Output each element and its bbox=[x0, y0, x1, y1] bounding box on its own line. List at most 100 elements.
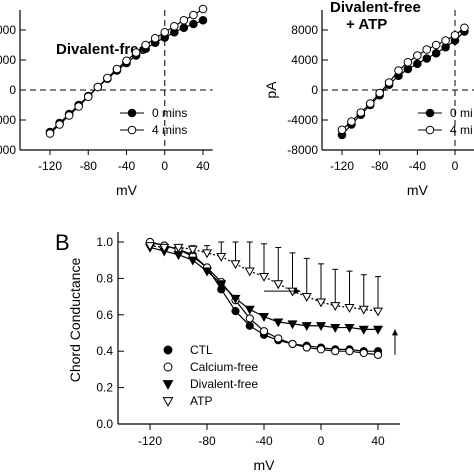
data-point-calcium-free bbox=[274, 334, 283, 343]
data-point-atp bbox=[330, 302, 341, 312]
y-tick-label: 0 bbox=[9, 83, 16, 97]
x-tick-label: -80 bbox=[371, 159, 389, 173]
data-point-divalent-free bbox=[216, 280, 227, 290]
data-point-4-mins bbox=[83, 92, 93, 102]
x-tick-label: -120 bbox=[38, 159, 62, 173]
data-point-0-mins bbox=[198, 15, 208, 25]
data-point-divalent-free bbox=[358, 325, 369, 335]
chart-title: Divalent-free bbox=[330, 0, 421, 16]
data-point-4-mins bbox=[179, 15, 189, 25]
x-tick-label: -120 bbox=[330, 159, 354, 173]
chart-panel-a-right: 8000 4000 0 -4000 -8000 -120 -80 -40 0 mV pA Divale… bbox=[263, 0, 474, 198]
x-tick-label: -80 bbox=[198, 434, 216, 448]
data-point-4-mins bbox=[394, 66, 403, 75]
legend-marker bbox=[162, 380, 174, 390]
data-point-divalent-free bbox=[230, 294, 241, 304]
legend-marker bbox=[127, 108, 137, 118]
x-tick-label: 0 bbox=[318, 434, 325, 448]
y-axis-label: pA bbox=[263, 81, 279, 99]
legend-marker bbox=[163, 362, 173, 372]
data-point-4-mins bbox=[103, 73, 112, 83]
panel-label: B bbox=[55, 230, 70, 255]
data-point-4-mins bbox=[55, 120, 64, 129]
data-point-4-mins bbox=[131, 48, 141, 57]
up-arrow-head bbox=[392, 329, 398, 336]
data-point-0-mins bbox=[431, 48, 441, 58]
x-tick-label: -120 bbox=[138, 434, 162, 448]
y-tick-label: -4000 bbox=[287, 113, 318, 127]
data-point-atp bbox=[373, 307, 383, 317]
data-point-calcium-free bbox=[359, 348, 368, 358]
data-point-4-mins bbox=[431, 40, 441, 50]
legend-marker bbox=[163, 345, 173, 355]
legend-label: ATP bbox=[190, 394, 212, 408]
data-point-calcium-free bbox=[245, 314, 254, 323]
data-point-4-mins bbox=[122, 56, 131, 66]
data-point-divalent-free bbox=[259, 313, 269, 322]
legend-label: CTL bbox=[190, 343, 213, 357]
y-tick-label: 4000 bbox=[0, 53, 16, 67]
data-point-4-mins bbox=[150, 33, 160, 43]
data-point-atp bbox=[259, 273, 269, 282]
legend-label: 4 mi bbox=[450, 123, 473, 137]
data-point-0-mins bbox=[189, 19, 198, 29]
y-tick-label: -8000 bbox=[287, 143, 318, 157]
data-point-4-mins bbox=[74, 102, 83, 111]
data-point-4-mins bbox=[64, 111, 74, 120]
data-point-4-mins bbox=[441, 36, 450, 45]
x-tick-label: 40 bbox=[371, 434, 385, 448]
data-point-calcium-free bbox=[288, 339, 297, 349]
data-point-4-mins bbox=[450, 30, 460, 40]
data-point-4-mins bbox=[112, 64, 122, 74]
data-point-divalent-free bbox=[316, 322, 326, 332]
data-point-divalent-free bbox=[187, 256, 198, 266]
legend-label: Divalent-free bbox=[190, 377, 258, 391]
data-point-calcium-free bbox=[259, 327, 269, 336]
data-point-4-mins bbox=[347, 117, 356, 126]
chart-panel-a-left: 8000 4000 0 -4000 -8000 -120 -80 -40 0 40 mV Divale… bbox=[0, 4, 213, 198]
data-point-calcium-free bbox=[373, 350, 383, 359]
legend-marker bbox=[425, 108, 435, 118]
data-point-4-mins bbox=[141, 40, 150, 50]
data-point-divalent-free bbox=[202, 267, 212, 277]
y-tick-label: 0.4 bbox=[96, 344, 113, 358]
x-axis-label: mV bbox=[407, 182, 429, 198]
data-point-4-mins bbox=[93, 82, 103, 92]
data-point-4-mins bbox=[413, 51, 422, 60]
data-point-calcium-free bbox=[345, 347, 354, 356]
legend-marker bbox=[425, 125, 435, 135]
data-point-4-mins bbox=[365, 99, 375, 108]
data-point-calcium-free bbox=[331, 347, 340, 356]
data-point-atp bbox=[187, 245, 198, 255]
data-point-atp bbox=[344, 303, 355, 313]
data-point-ctl bbox=[231, 307, 240, 316]
y-tick-label: 4000 bbox=[291, 53, 318, 67]
x-tick-label: -80 bbox=[80, 159, 98, 173]
data-point-calcium-free bbox=[316, 345, 326, 354]
data-point-divalent-free bbox=[373, 325, 383, 335]
fit-line-atp bbox=[149, 245, 379, 312]
legend-label: 0 mins bbox=[152, 106, 187, 120]
data-point-0-mins bbox=[413, 59, 422, 69]
legend-label: Calcium-free bbox=[190, 360, 258, 374]
y-tick-label: 8000 bbox=[0, 23, 16, 37]
data-point-4-mins bbox=[460, 23, 469, 33]
right-arrow-head bbox=[294, 288, 301, 295]
data-point-4-mins bbox=[375, 88, 384, 98]
y-tick-label: 0 bbox=[311, 83, 318, 97]
x-axis-label: mV bbox=[254, 457, 276, 473]
data-point-0-mins bbox=[422, 54, 432, 63]
data-point-ctl bbox=[245, 321, 254, 330]
data-point-atp bbox=[216, 253, 227, 262]
x-tick-label: 0 bbox=[161, 159, 168, 173]
y-tick-label: -8000 bbox=[0, 143, 16, 157]
data-point-atp bbox=[173, 243, 184, 253]
data-point-divalent-free bbox=[273, 318, 284, 328]
y-tick-label: 0.2 bbox=[96, 381, 113, 395]
x-tick-label: -40 bbox=[409, 159, 427, 173]
data-point-4-mins bbox=[189, 10, 198, 20]
data-point-4-mins bbox=[356, 108, 366, 117]
chart-title-line2: + ATP bbox=[346, 16, 387, 33]
data-point-4-mins bbox=[160, 27, 170, 37]
